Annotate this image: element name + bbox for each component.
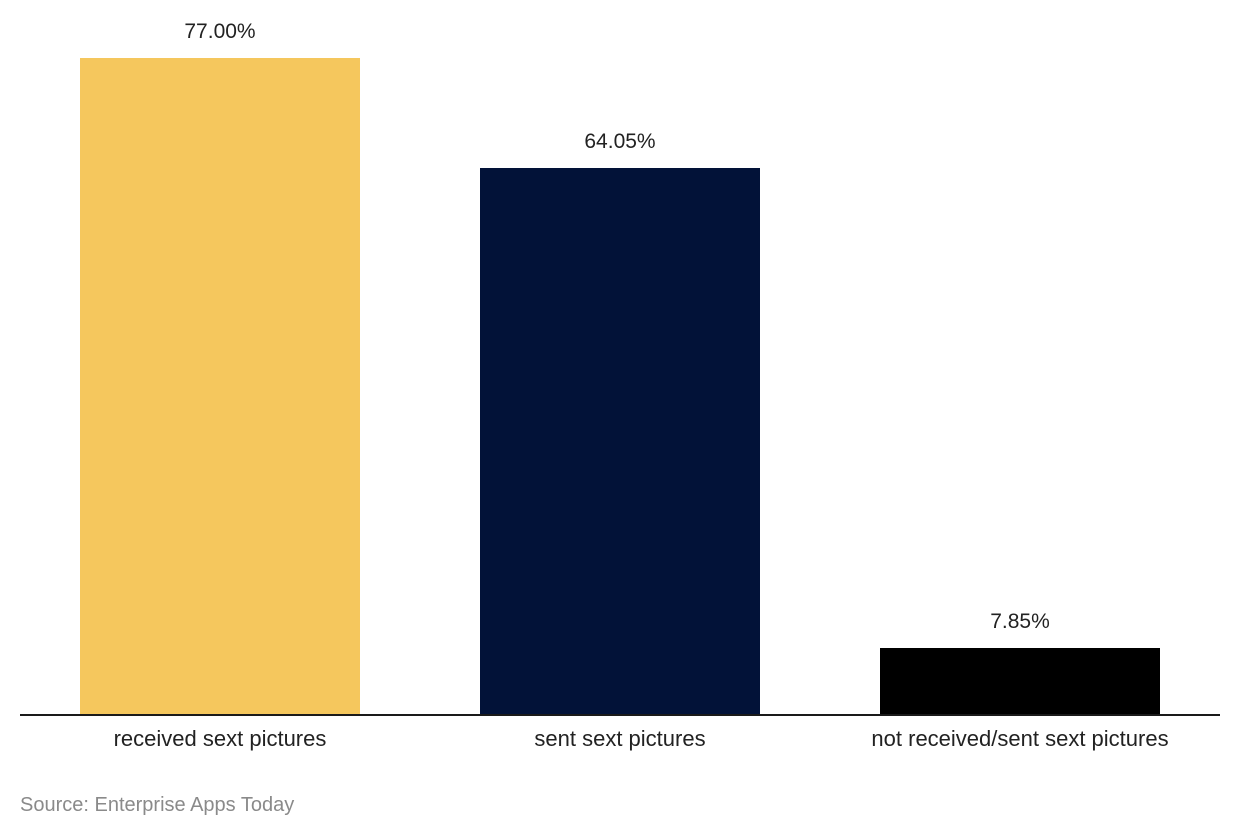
source-note: Source: Enterprise Apps Today bbox=[20, 794, 295, 816]
x-axis-line bbox=[20, 714, 1220, 716]
category-label: sent sext pictures bbox=[534, 726, 706, 751]
category-label: received sext pictures bbox=[113, 726, 327, 751]
value-label: 7.85% bbox=[990, 610, 1050, 633]
bar-not-received-sent-sext-pictures bbox=[880, 648, 1160, 715]
bar-sent-sext-pictures bbox=[480, 168, 760, 715]
category-label: not received/sent sext pictures bbox=[871, 726, 1169, 751]
value-label: 64.05% bbox=[584, 130, 656, 153]
value-label: 77.00% bbox=[184, 20, 256, 43]
bar-received-sext-pictures bbox=[80, 58, 360, 715]
